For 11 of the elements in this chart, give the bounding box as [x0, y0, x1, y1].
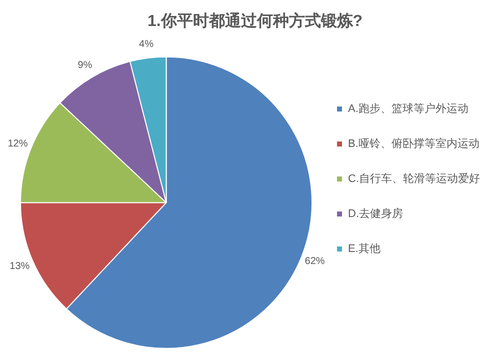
legend-label: D.去健身房: [348, 207, 403, 220]
data-label: 13%: [10, 260, 30, 272]
data-label: 62%: [304, 256, 325, 268]
data-label: 4%: [139, 38, 154, 50]
legend-label: B.哑铃、俯卧撑等室内运动: [348, 137, 480, 150]
data-label: 9%: [78, 60, 92, 71]
chart-title: 1.你平时都通过何种方式锻炼?: [147, 11, 363, 30]
legend-label: A.跑步、篮球等户外运动: [348, 102, 468, 116]
legend-label: C.自行车、轮滑等运动爱好: [348, 172, 480, 186]
data-label: 12%: [8, 138, 28, 150]
legend-label: E.其他: [348, 242, 380, 256]
